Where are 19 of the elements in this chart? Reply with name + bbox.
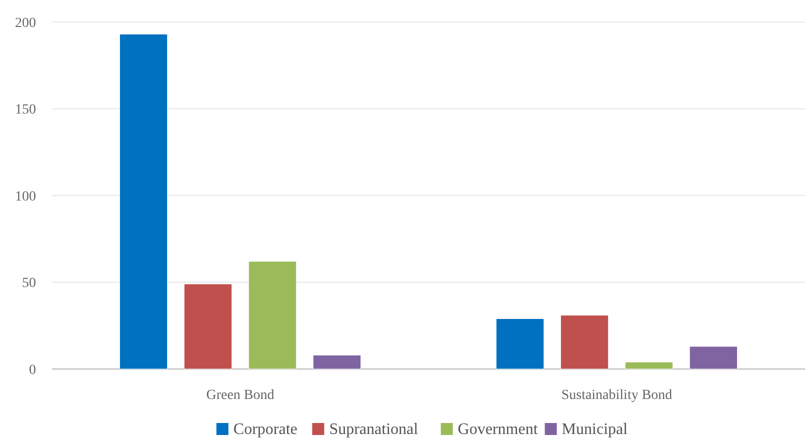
y-tick-label: 200 [15,16,36,31]
bar [624,362,674,370]
bar [312,354,362,370]
y-tick-label: 100 [15,189,36,204]
bar [560,314,609,370]
x-tick-label: Green Bond [206,388,274,403]
legend-label: Corporate [233,421,298,438]
bar [689,346,738,370]
y-tick-label: 150 [15,102,36,118]
y-tick-label: 0 [29,362,36,378]
bar [184,284,232,370]
bar [119,34,168,370]
legend-label: Supranational [329,421,419,438]
legend-label: Government [458,421,538,438]
bar [496,318,544,370]
bar [248,261,297,370]
legend-label: Municipal [562,421,628,438]
y-tick-label: 50 [22,276,36,292]
x-tick-label: Sustainability Bond [561,388,672,403]
